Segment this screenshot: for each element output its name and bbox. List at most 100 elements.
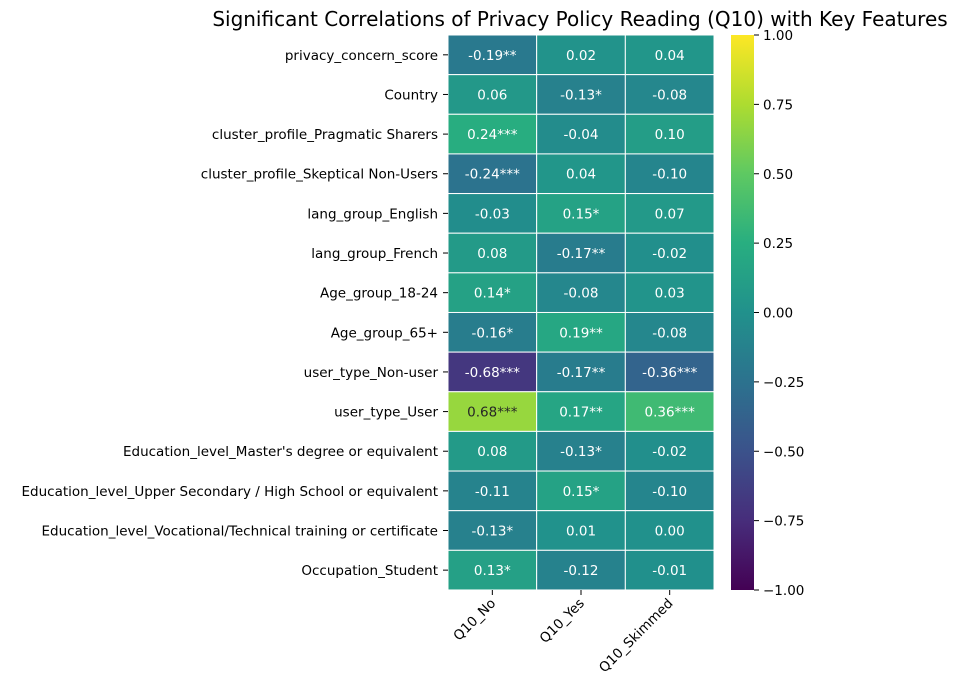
row-label: user_type_Non-user: [304, 365, 439, 381]
row-label: privacy_concern_score: [285, 48, 438, 64]
colorbar-tick-label: 1.00: [763, 28, 793, 44]
heatmap-cell: [447, 272, 538, 313]
heatmap-cell: [536, 193, 626, 234]
row-label: Country: [384, 87, 438, 103]
cell-label: -0.08: [564, 286, 599, 302]
cell-label: 0.15*: [563, 484, 600, 500]
cell-label: -0.11: [475, 484, 510, 500]
heatmap-cell: [536, 311, 626, 353]
cell-label: -0.10: [652, 484, 687, 500]
cell-label: -0.02: [652, 246, 687, 262]
heatmap-cell: [624, 510, 715, 551]
cell-label: -0.16*: [471, 325, 513, 341]
row-label: Age_group_18-24: [320, 286, 438, 302]
row-label: Occupation_Student: [301, 563, 438, 579]
colorbar-tick-label: −0.50: [763, 444, 804, 460]
heatmap-cell: [624, 549, 715, 591]
heatmap-cell: [447, 510, 538, 551]
cell-label: 0.00: [655, 524, 685, 540]
cell-label: -0.01: [652, 563, 687, 579]
heatmap-cell: [624, 391, 715, 432]
cell-label: -0.17**: [557, 246, 606, 262]
cell-label: 0.04: [655, 48, 685, 64]
column-label: Q10_Yes: [537, 596, 588, 647]
colorbar-tick-label: −0.25: [763, 375, 804, 391]
cell-label: -0.19**: [468, 48, 517, 64]
cell-label: 0.15*: [563, 206, 600, 222]
cell-label: -0.04: [564, 127, 599, 143]
heatmap-cell: [536, 232, 626, 274]
column-label: Q10_No: [450, 596, 499, 645]
cell-label: -0.13*: [560, 87, 602, 103]
cell-label: 0.07: [655, 206, 685, 222]
column-labels: Q10_No Q10_Yes Q10_Skimmed: [450, 590, 677, 677]
cell-label: 0.36***: [645, 405, 696, 421]
heatmap-cell: [447, 311, 538, 353]
heatmap-cell: [447, 34, 538, 76]
cell-label: 0.14*: [474, 286, 511, 302]
cell-label: 0.02: [566, 48, 596, 64]
heatmap-cell: [447, 351, 538, 393]
cell-label: -0.36***: [642, 365, 697, 381]
cell-label: -0.13*: [471, 524, 513, 540]
cell-label: -0.13*: [560, 444, 602, 460]
heatmap-cell: [536, 113, 626, 155]
heatmap-cell: [624, 232, 715, 274]
colorbar-tick-label: 0.00: [763, 306, 793, 322]
heatmap-cell: [624, 430, 715, 472]
row-label: user_type_User: [334, 405, 438, 421]
cell-label: 0.01: [566, 524, 596, 540]
cell-label: -0.68***: [465, 365, 520, 381]
cell-label: 0.08: [477, 246, 507, 262]
cell-label: -0.12: [564, 563, 599, 579]
heatmap-cell: [536, 34, 626, 76]
row-label: cluster_profile_Skeptical Non-Users: [201, 167, 438, 183]
colorbar-tick-label: 0.75: [763, 97, 793, 113]
cell-label: 0.10: [655, 127, 685, 143]
cell-label: -0.17**: [557, 365, 606, 381]
heatmap-cell: [447, 549, 538, 591]
heatmap-cell: [624, 351, 715, 393]
cell-label: 0.08: [477, 444, 507, 460]
heatmap-cell: [624, 311, 715, 353]
row-label: Age_group_65+: [331, 325, 438, 341]
cell-label: 0.68***: [467, 405, 518, 421]
chart-title: Significant Correlations of Privacy Poli…: [212, 7, 947, 31]
colorbar-tick-label: −1.00: [763, 583, 804, 599]
colorbar-gradient: [731, 35, 754, 590]
heatmap-cell: [624, 74, 715, 115]
row-label: lang_group_French: [311, 246, 438, 262]
colorbar-tick-label: 0.25: [763, 236, 793, 252]
row-label: Education_level_Master's degree or equiv…: [123, 444, 438, 460]
row-label: cluster_profile_Pragmatic Sharers: [212, 127, 438, 143]
colorbar: 1.00 0.75 0.50 0.25 0.00 −0.25 −0.50 −0.75 −1.00: [731, 28, 804, 599]
cell-label: -0.03: [475, 206, 510, 222]
cell-label: 0.24***: [467, 127, 518, 143]
heatmap-cell: [447, 430, 538, 472]
cell-label: -0.02: [652, 444, 687, 460]
colorbar-tick-label: −0.75: [763, 514, 804, 530]
heatmap-cell: [624, 34, 715, 76]
cell-label: 0.19**: [559, 325, 603, 341]
heatmap-cells: -0.19** 0.02 0.04 0.06 -0.13* -0.08 0.24*** -0.…: [447, 34, 715, 591]
heatmap-cell: [447, 391, 538, 432]
cell-label: -0.08: [652, 325, 687, 341]
cell-label: 0.17**: [559, 405, 603, 421]
cell-label: 0.04: [566, 167, 596, 183]
heatmap-cell: [536, 391, 626, 432]
colorbar-tick-label: 0.50: [763, 167, 793, 183]
column-label: Q10_Skimmed: [596, 596, 677, 677]
heatmap-cell: [536, 549, 626, 591]
heatmap-cell: [624, 153, 715, 195]
row-label: Education_level_Upper Secondary / High S…: [22, 484, 438, 500]
cell-label: 0.06: [477, 87, 507, 103]
heatmap-cell: [447, 153, 538, 195]
row-label: Education_level_Vocational/Technical tra…: [42, 524, 438, 540]
row-labels: privacy_concern_score Country cluster_prof…: [22, 48, 448, 579]
heatmap-cell: [536, 272, 626, 313]
cell-label: 0.13*: [474, 563, 511, 579]
cell-label: 0.03: [655, 286, 685, 302]
cell-label: -0.10: [652, 167, 687, 183]
cell-label: -0.24***: [465, 167, 520, 183]
